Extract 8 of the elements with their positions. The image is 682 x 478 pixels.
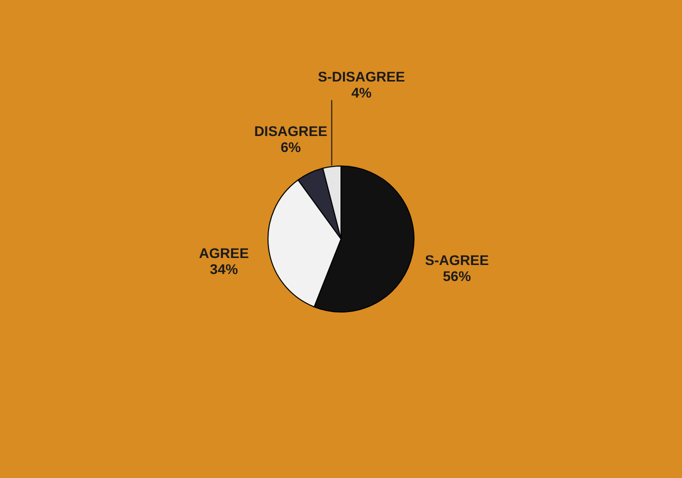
slice-label: DISAGREE bbox=[254, 123, 328, 140]
slice-label: S-AGREE bbox=[425, 252, 489, 268]
slice-label: S-DISAGREE bbox=[318, 68, 405, 84]
data-label: 6% bbox=[280, 139, 302, 156]
data-label: 56% bbox=[442, 268, 472, 284]
data-label: 34% bbox=[210, 260, 238, 277]
data-label: 4% bbox=[351, 84, 372, 100]
slice-label: AGREE bbox=[199, 244, 249, 261]
